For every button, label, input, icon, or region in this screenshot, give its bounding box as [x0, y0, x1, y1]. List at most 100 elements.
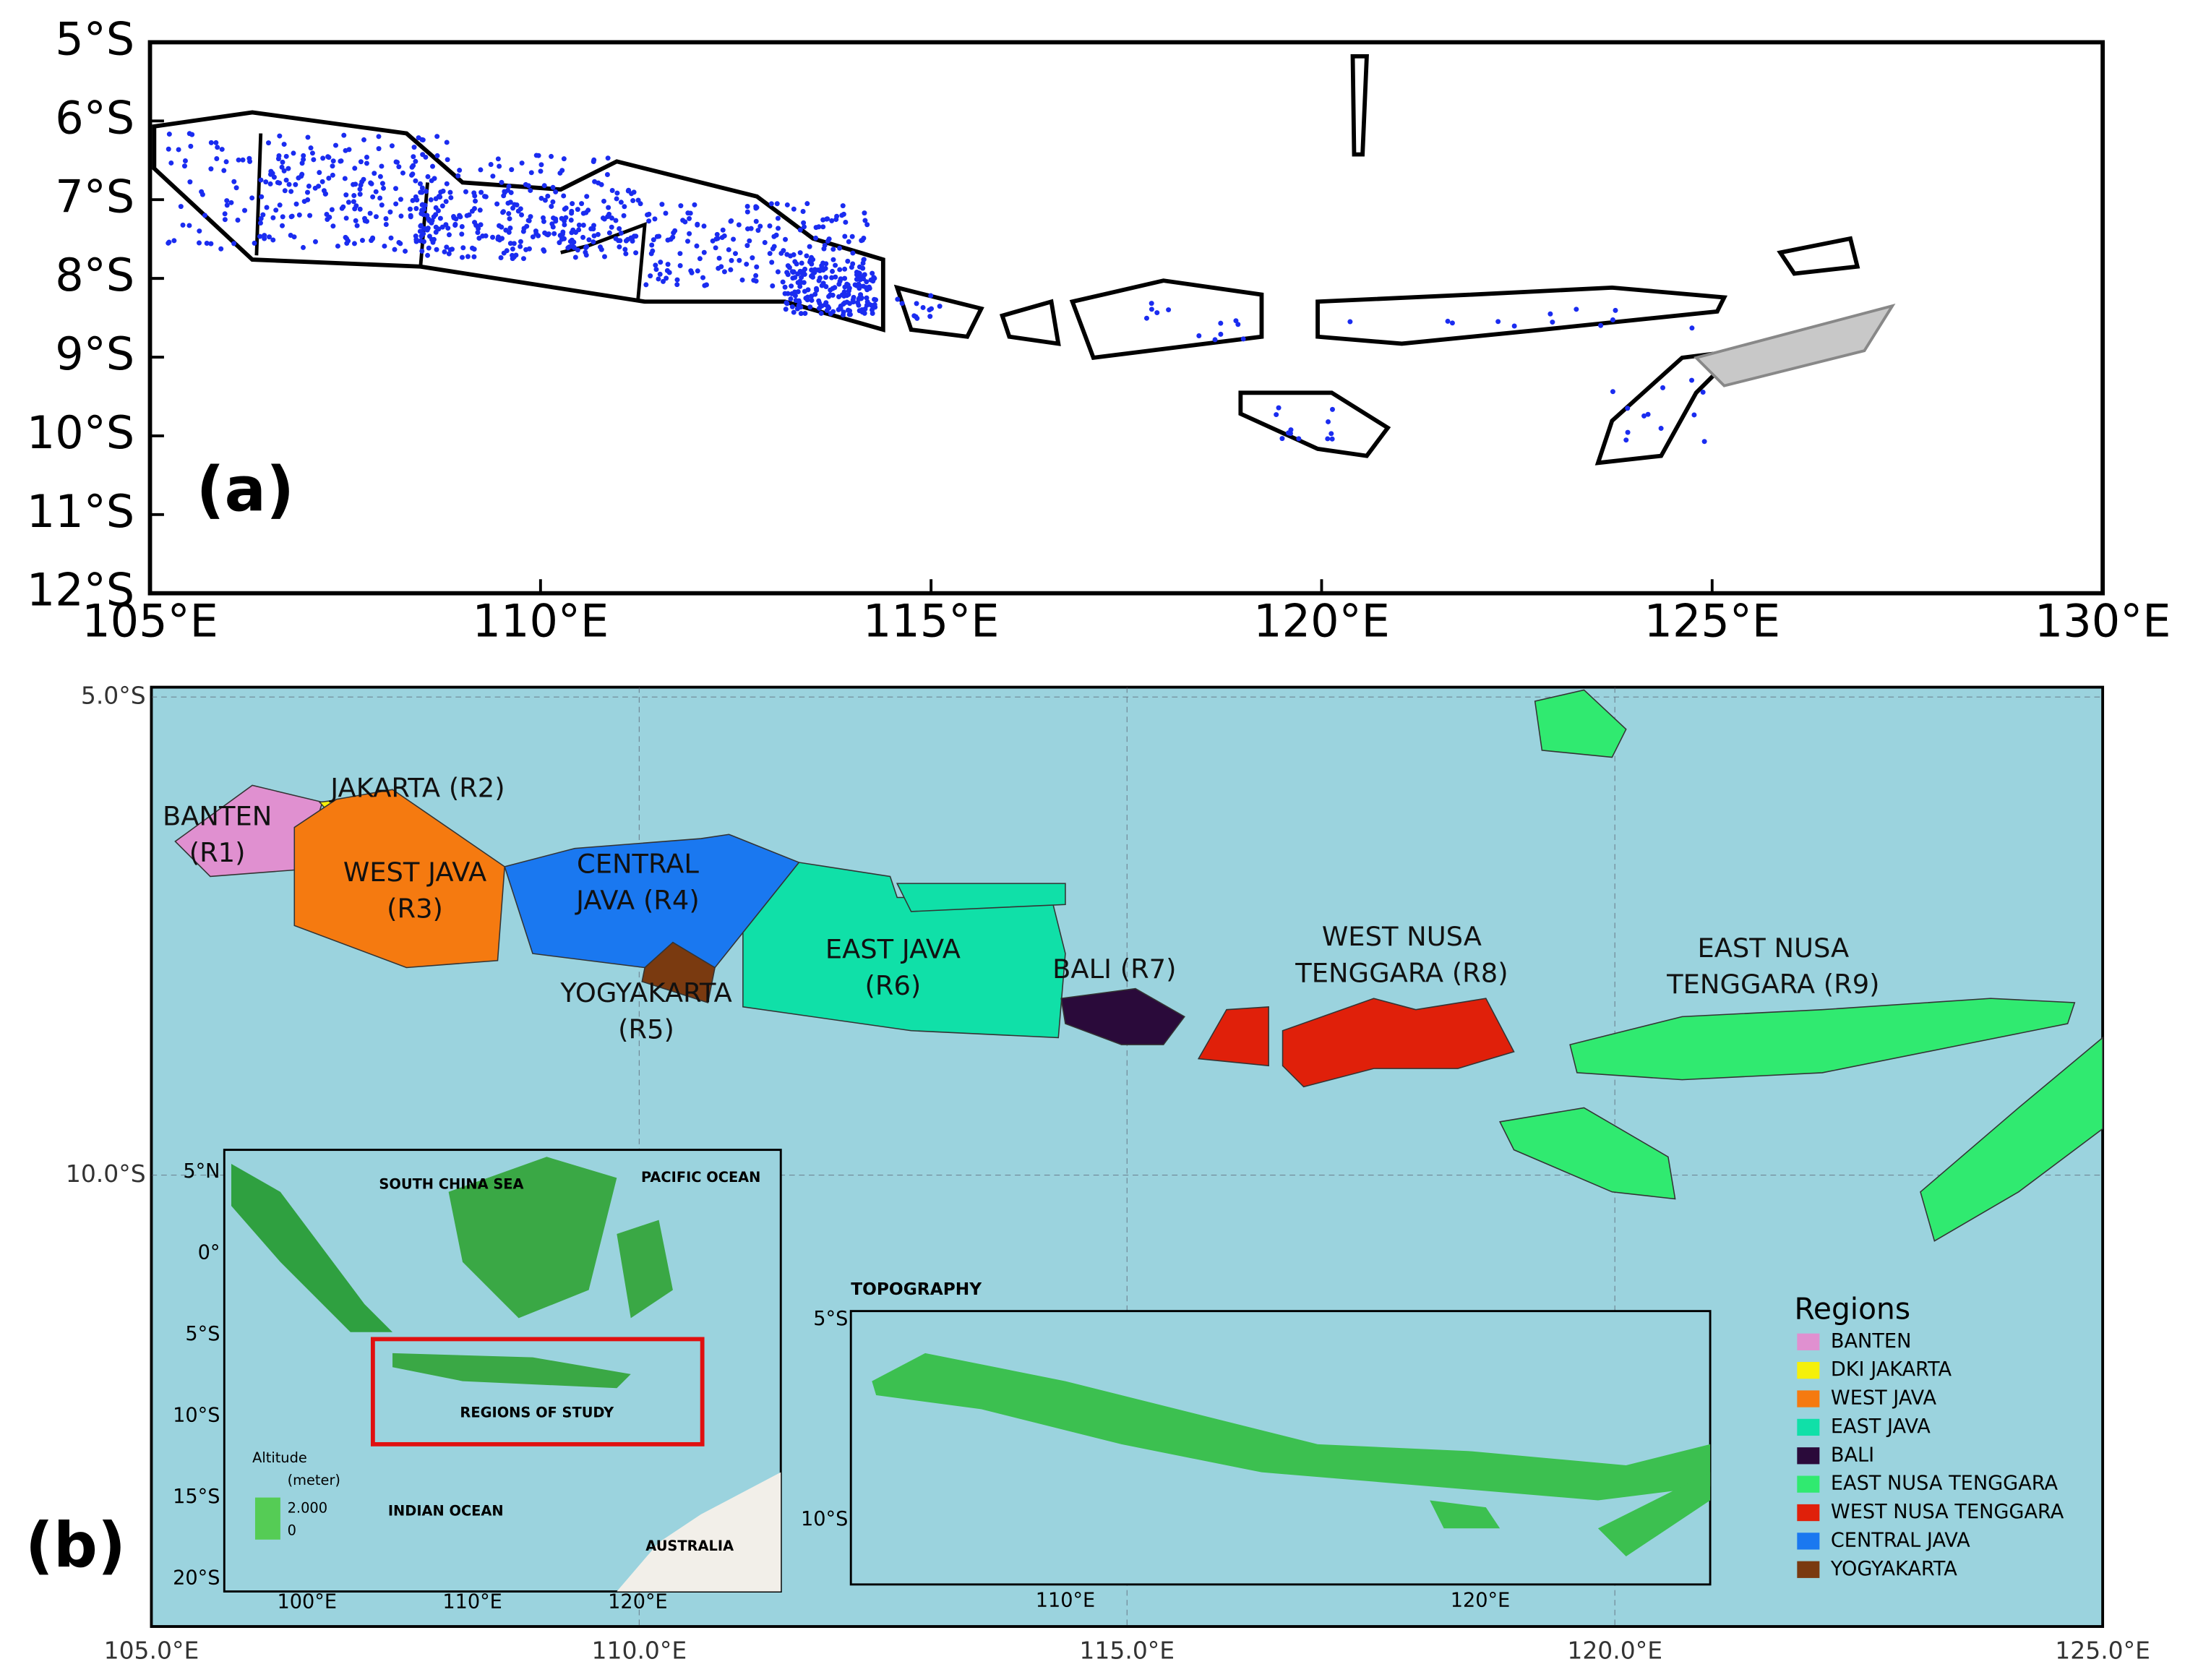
station [219, 147, 225, 153]
station [793, 298, 799, 304]
station [448, 194, 454, 200]
station [426, 233, 432, 239]
station [732, 251, 738, 257]
station [726, 247, 731, 252]
station [744, 243, 750, 249]
station [617, 244, 622, 250]
station [320, 155, 326, 161]
station [511, 241, 517, 247]
station [187, 179, 193, 185]
station [1328, 431, 1334, 437]
station [342, 176, 348, 181]
station [418, 223, 424, 229]
station [1325, 436, 1331, 442]
lat-tick-label: 10°S [27, 406, 134, 459]
station [598, 181, 604, 187]
station [428, 197, 434, 202]
station [182, 158, 188, 163]
station [362, 218, 368, 223]
station [829, 218, 835, 223]
station [687, 231, 692, 236]
station [381, 185, 387, 191]
station [424, 189, 429, 194]
station [240, 157, 246, 163]
lon-tick-label: 110.0°E [592, 1636, 687, 1664]
station [1330, 406, 1335, 412]
station [807, 244, 812, 249]
region-label: TENGGARA (R9) [1666, 969, 1879, 1000]
lat-tick-label: 6°S [55, 91, 134, 144]
station [629, 236, 635, 242]
station [784, 252, 790, 257]
station [343, 192, 349, 198]
station [288, 189, 294, 194]
topo-lat-tick: 5°S [813, 1308, 848, 1330]
station [379, 163, 385, 169]
topo-lat-tick: 10°S [801, 1508, 848, 1530]
region-label: JAVA (R4) [575, 885, 700, 916]
legend-label: YOGYAKARTA [1830, 1558, 1957, 1580]
station [528, 170, 534, 176]
station [222, 211, 228, 217]
station [383, 215, 389, 221]
station [836, 281, 842, 287]
station [545, 193, 551, 199]
station [495, 156, 501, 162]
altitude-scale [254, 1497, 280, 1540]
station [308, 145, 314, 151]
station [767, 251, 773, 257]
station [729, 218, 734, 223]
station [471, 190, 477, 196]
station [208, 140, 214, 145]
station [432, 176, 437, 181]
lat-tick-label: 10.0°S [66, 1160, 146, 1188]
station [478, 167, 484, 173]
region-label: WEST JAVA [343, 857, 486, 888]
station [236, 157, 241, 163]
station [716, 255, 722, 261]
legend-label: BALI [1831, 1444, 1874, 1466]
station [776, 226, 781, 231]
station [630, 198, 636, 204]
station [860, 260, 866, 266]
station [279, 164, 285, 170]
station [819, 265, 825, 271]
station [1166, 307, 1172, 313]
station [595, 231, 601, 237]
station [826, 293, 832, 299]
station [812, 291, 818, 297]
station [580, 223, 586, 228]
region-label: CENTRAL [577, 848, 699, 879]
station [443, 199, 449, 205]
station [1613, 307, 1618, 313]
station [311, 157, 317, 163]
station [379, 181, 385, 187]
station [822, 302, 828, 308]
station [830, 268, 836, 274]
station [260, 212, 266, 218]
station [497, 237, 502, 243]
station [346, 147, 352, 153]
region [1569, 998, 2076, 1081]
station [429, 220, 434, 226]
station [757, 223, 763, 229]
station [792, 275, 798, 280]
station [351, 199, 356, 205]
legend-swatch [1797, 1418, 1820, 1436]
station [463, 189, 468, 194]
station [460, 254, 465, 260]
station [259, 194, 265, 200]
station [523, 247, 529, 252]
station [685, 210, 691, 216]
station [361, 137, 366, 142]
region [1197, 1006, 1269, 1067]
inset-label: REGIONS OF STUDY [460, 1405, 614, 1421]
station [849, 233, 855, 239]
station [281, 142, 287, 147]
lat-tick-label: 5.0°S [81, 682, 146, 710]
station [359, 238, 365, 244]
station [286, 181, 292, 187]
station [850, 261, 856, 267]
station [663, 210, 669, 216]
